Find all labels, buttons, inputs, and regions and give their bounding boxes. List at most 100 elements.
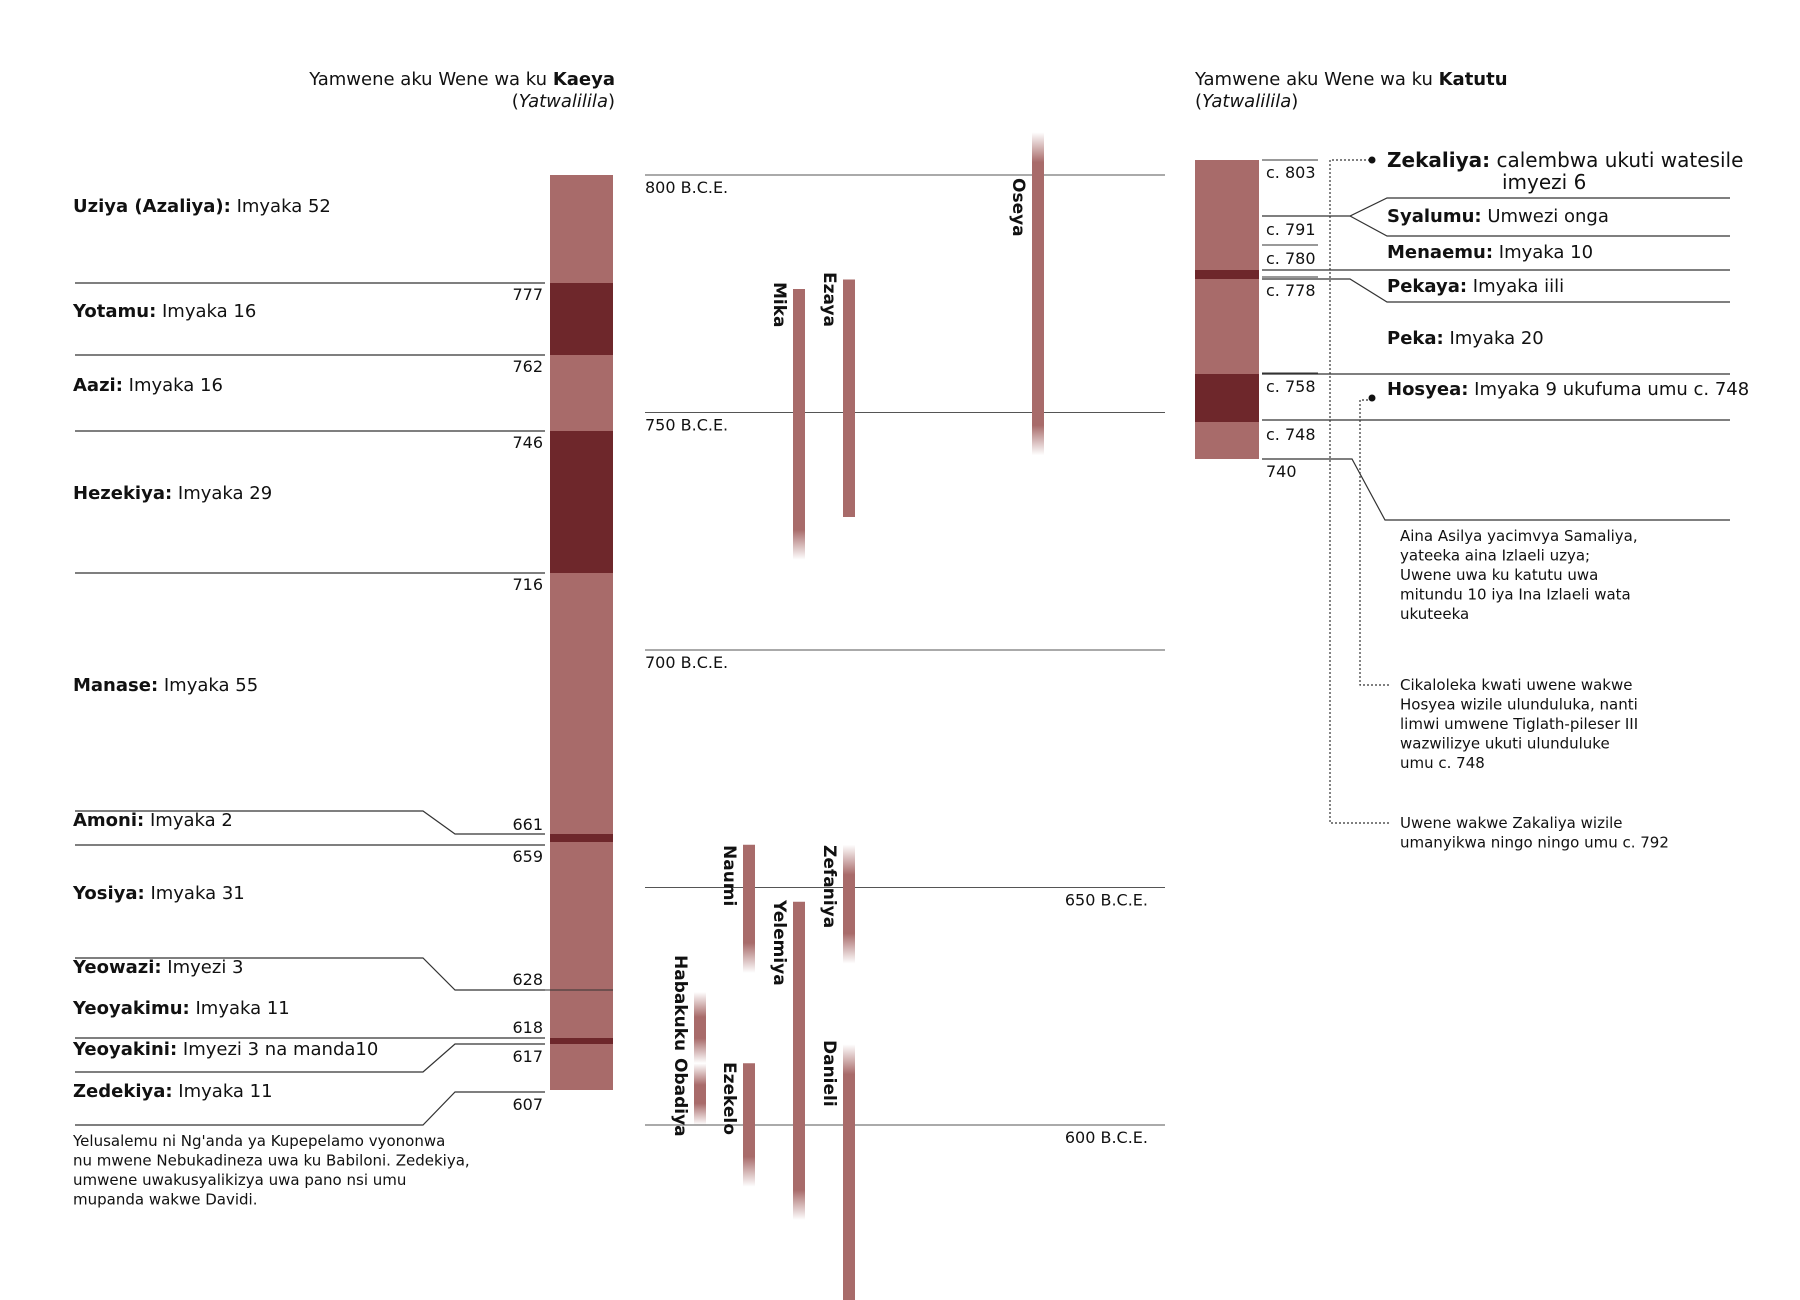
north-note-line: umu c. 748: [1400, 754, 1485, 772]
north-note-line: ukuteeka: [1400, 605, 1469, 623]
south-header-bold: Kaeya: [553, 69, 615, 90]
north-year-label: c. 780: [1266, 249, 1316, 268]
north-year-label: c. 803: [1266, 163, 1316, 182]
north-king-1: Syalumu: Umwezi onga: [1387, 206, 1609, 227]
king-reign: Imyaka 11: [173, 1081, 273, 1102]
prophet-name: Mika: [769, 282, 789, 328]
south-note-line: Yelusalemu ni Ng'anda ya Kupepelamo vyon…: [72, 1132, 445, 1150]
south-king-4: Manase: Imyaka 55: [73, 675, 258, 696]
prophet-bar: [743, 844, 755, 973]
dotted-connector: [1359, 399, 1390, 686]
connector-dot: [1368, 394, 1376, 402]
north-reign-segment: [1195, 374, 1259, 422]
south-separator: [75, 1091, 545, 1126]
south-header-italic: Yatwalilila: [519, 91, 608, 112]
king-name: Pekaya:: [1387, 276, 1467, 297]
king-name: Hosyea:: [1387, 379, 1468, 400]
south-reign-segment: [550, 1044, 613, 1090]
king-reign: Imyaka 55: [158, 675, 258, 696]
prophet-bar: [843, 1044, 855, 1300]
prophet-name: Obadiya: [670, 1058, 690, 1137]
south-reign-segment: [550, 1038, 613, 1044]
prophet-name: Danieli: [819, 1040, 839, 1107]
king-name: Yeoyakimu:: [72, 998, 190, 1019]
king-reign: Imyaka 16: [123, 375, 223, 396]
north-note-line: mitundu 10 iya Ina Izlaeli wata: [1400, 586, 1631, 604]
prophet-bar: [1032, 132, 1044, 456]
north-reign-segment: [1195, 270, 1259, 279]
timeline-tick-label: 700 B.C.E.: [645, 653, 728, 672]
north-king-5: Hosyea: Imyaka 9 ukufuma umu c. 748: [1387, 379, 1749, 400]
prophet-bar: [743, 1063, 755, 1187]
north-note-line: yateeka aina Izlaeli uzya;: [1400, 547, 1590, 565]
north-separator: [1349, 215, 1730, 237]
north-note-line: Cikaloleka kwati uwene wakwe: [1400, 676, 1633, 694]
king-reign: Imyaka iili: [1467, 276, 1564, 297]
south-reign-segment: [550, 842, 613, 990]
north-year-label: c. 791: [1266, 220, 1316, 239]
prophet-name: Habakuku: [670, 955, 690, 1051]
king-name: Yosiya:: [72, 883, 145, 904]
prophet-name: Naumi: [719, 845, 739, 906]
prophet-bar: [793, 901, 805, 1220]
north-reign-segment: [1195, 216, 1259, 270]
king-reign: Imyaka 31: [145, 883, 245, 904]
south-reign-segment: [550, 431, 613, 573]
paren: ): [608, 91, 615, 112]
king-reign: Imyezi 3 na manda10: [177, 1039, 378, 1060]
south-year-label: 716: [512, 575, 543, 594]
king-name: Yotamu:: [72, 301, 156, 322]
north-reign-segment: [1195, 279, 1259, 374]
king-reign: Umwezi onga: [1482, 206, 1609, 227]
south-year-label: 607: [512, 1095, 543, 1114]
north-separator: [1262, 278, 1730, 303]
north-note-line: Hosyea wizile ulunduluka, nanti: [1400, 696, 1638, 714]
dotted-connector: [1329, 159, 1390, 824]
south-header-text: Yamwene aku Wene wa ku: [308, 69, 553, 90]
north-note-line: wazwilizye ukuti ulunduluke: [1400, 735, 1610, 753]
timeline-tick-label: 600 B.C.E.: [1065, 1128, 1148, 1147]
south-note-line: mupanda wakwe Davidi.: [73, 1191, 257, 1209]
south-year-label: 661: [512, 815, 543, 834]
king-reign: Imyaka 52: [231, 196, 331, 217]
north-header-bold: Katutu: [1439, 69, 1508, 90]
south-king-10: Zedekiya: Imyaka 11: [73, 1081, 273, 1102]
north-header-italic: Yatwalilila: [1202, 91, 1291, 112]
south-reign-segment: [550, 355, 613, 431]
north-year-label: c. 778: [1266, 281, 1316, 300]
north-reign-segment: [1195, 422, 1259, 459]
paren: ): [1291, 91, 1298, 112]
north-header-text: Yamwene aku Wene wa ku: [1194, 69, 1439, 90]
south-header-line1: Yamwene aku Wene wa ku Kaeya: [308, 69, 615, 90]
south-king-8: Yeoyakimu: Imyaka 11: [72, 998, 290, 1019]
south-year-label: 746: [512, 433, 543, 452]
king-name: Amoni:: [73, 810, 144, 831]
north-king-3: Pekaya: Imyaka iili: [1387, 276, 1564, 297]
timeline-tick-label: 800 B.C.E.: [645, 178, 728, 197]
king-reign: Imyaka 9 ukufuma umu c. 748: [1468, 379, 1749, 400]
north-note-line: umanyikwa ningo ningo umu c. 792: [1400, 834, 1669, 852]
prophet-name: Ezekelo: [719, 1062, 739, 1135]
south-reign-segment: [550, 834, 613, 842]
north-note-line: Uwene wakwe Zakaliya wizile: [1400, 814, 1623, 832]
king-name: Zedekiya:: [73, 1081, 173, 1102]
king-reign: Imyaka 10: [1493, 242, 1593, 263]
south-separator: [75, 810, 545, 835]
prophet-bar: [793, 289, 805, 560]
king-name: Menaemu:: [1387, 242, 1493, 263]
south-king-6: Yosiya: Imyaka 31: [72, 883, 245, 904]
king-name: Manase:: [73, 675, 158, 696]
prophet-bar: [694, 992, 706, 1064]
paren: (: [1195, 91, 1202, 112]
connector-dot: [1368, 156, 1376, 164]
king-name: Uziya (Azaliya):: [73, 196, 231, 217]
north-note-line: limwi umwene Tiglath-pileser III: [1400, 715, 1638, 733]
south-note-line: nu mwene Nebukadineza uwa ku Babiloni. Z…: [73, 1152, 470, 1170]
king-reign: Imyezi 3: [162, 957, 244, 978]
south-separator: [75, 1043, 545, 1073]
king-reign: calembwa ukuti watesile: [1490, 148, 1743, 172]
south-year-label: 628: [512, 970, 543, 989]
prophet-name: Yelemiya: [769, 899, 789, 986]
north-separator: [1262, 197, 1730, 217]
south-year-label: 659: [512, 847, 543, 866]
